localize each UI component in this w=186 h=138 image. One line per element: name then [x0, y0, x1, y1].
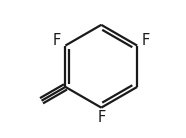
Text: F: F [97, 110, 105, 125]
Text: F: F [141, 33, 150, 48]
Text: F: F [53, 33, 61, 48]
